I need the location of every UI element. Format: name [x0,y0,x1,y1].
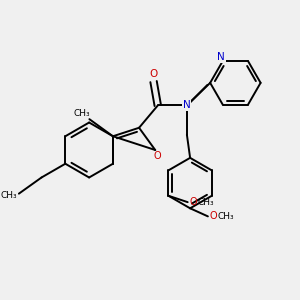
Text: O: O [190,197,197,207]
Text: O: O [149,68,158,79]
Text: N: N [183,100,191,110]
Text: O: O [210,212,218,221]
Text: N: N [217,52,225,62]
Text: CH₃: CH₃ [218,212,234,221]
Text: CH₃: CH₃ [73,109,90,118]
Text: O: O [153,152,161,161]
Text: CH₃: CH₃ [197,198,214,207]
Text: CH₃: CH₃ [1,191,17,200]
